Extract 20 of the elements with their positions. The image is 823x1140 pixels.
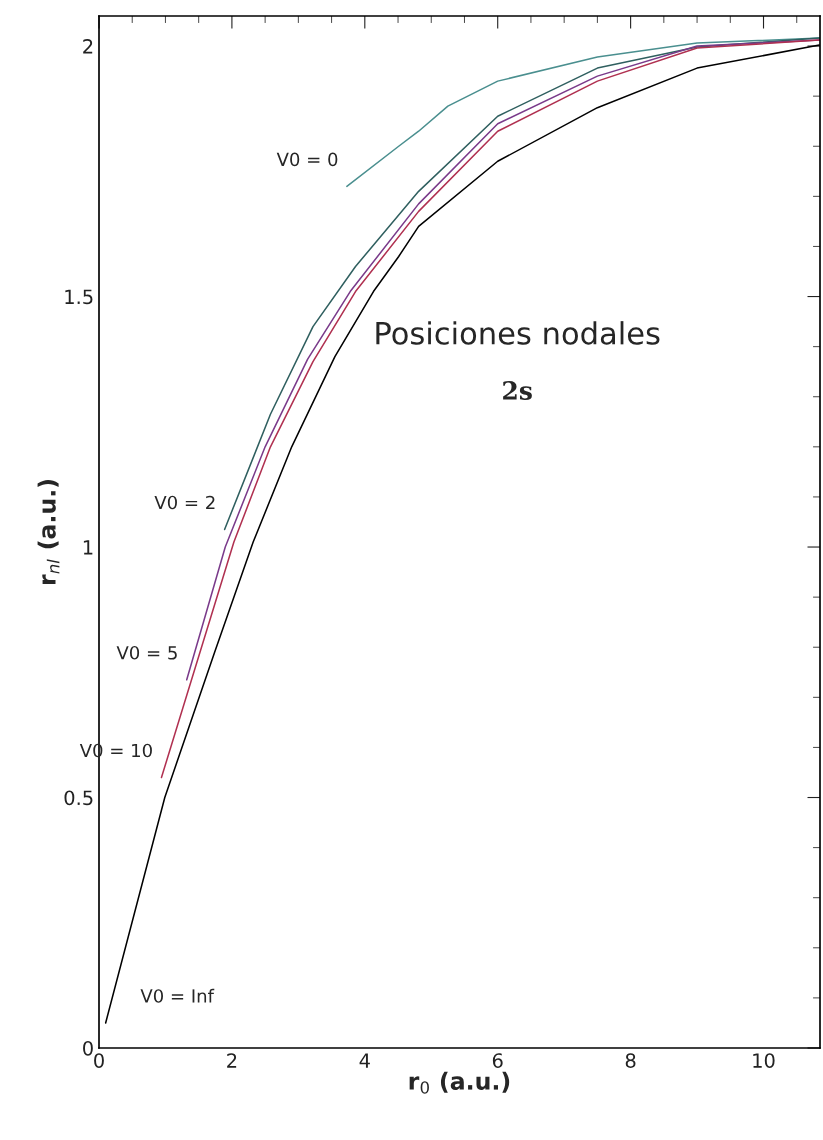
y-axis-title: r$_{nl}$ (a.u.) bbox=[37, 480, 60, 585]
series-label: V0 = 2 bbox=[154, 495, 215, 510]
x-tick-label: 2 bbox=[227, 1053, 237, 1068]
line-series bbox=[223, 37, 820, 531]
x-tick-label: 10 bbox=[753, 1053, 775, 1068]
series-label: V0 = 5 bbox=[116, 645, 177, 660]
y-tick-label: 0.5 bbox=[64, 790, 93, 806]
x-tick-label: 8 bbox=[625, 1053, 636, 1068]
x-tick-label: 6 bbox=[492, 1053, 503, 1068]
series-label: V0 = 0 bbox=[276, 152, 338, 167]
y-tick-label: 1 bbox=[83, 540, 93, 555]
x-axis-title: r$_{0}$ (a.u.) bbox=[409, 1071, 510, 1094]
y-tick-label: 1.5 bbox=[65, 289, 93, 305]
series-label: V0 = Inf bbox=[140, 988, 215, 1003]
annotation: Posiciones nodales bbox=[376, 321, 660, 345]
y-tick-label: 0 bbox=[83, 1040, 93, 1056]
y-tick-label: 2 bbox=[83, 39, 93, 54]
x-tick-label: 0 bbox=[94, 1053, 104, 1068]
x-tick-label: 4 bbox=[359, 1053, 370, 1068]
annotation: 2s bbox=[503, 381, 532, 400]
